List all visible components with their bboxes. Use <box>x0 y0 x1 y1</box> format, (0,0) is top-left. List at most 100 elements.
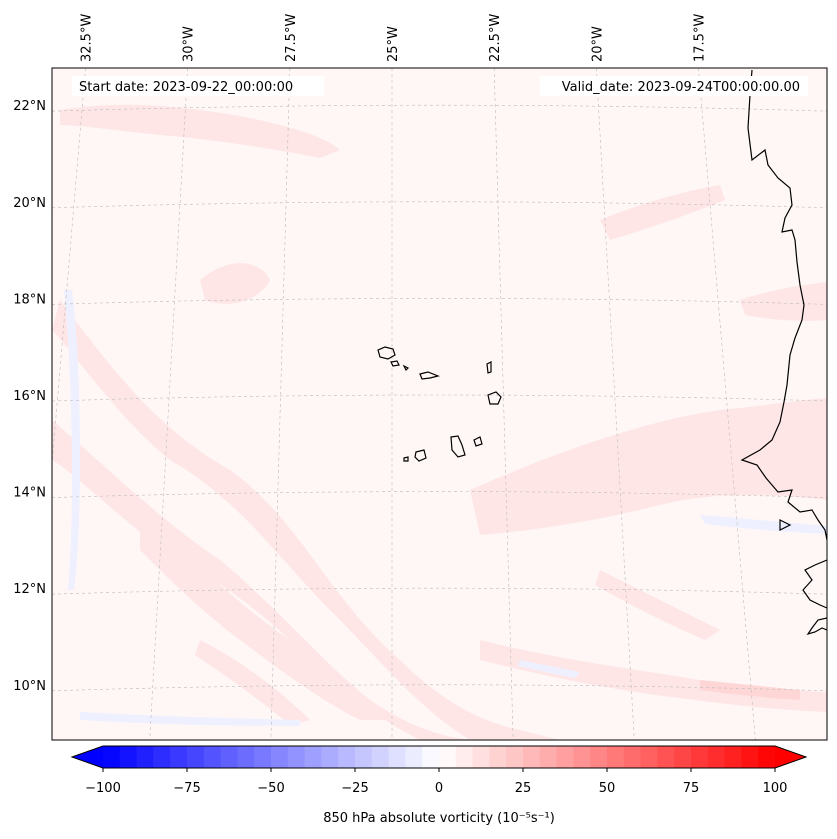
island-sao-vicente <box>390 360 400 367</box>
colorbar-bin <box>371 746 390 768</box>
longitude-tick-label: 25°W <box>386 26 401 62</box>
colorbar-bin <box>153 746 171 768</box>
colorbar-bin <box>640 746 658 768</box>
island-maio <box>473 436 483 447</box>
latitude-tick-labels: 22°N 20°N 18°N 16°N 14°N 12°N 10°N <box>13 99 46 694</box>
start-date-label: Start date: 2023-09-22_00:00:00 <box>79 80 293 95</box>
colorbar-bin <box>691 746 709 768</box>
colorbar-bin <box>287 746 306 768</box>
colorbar-bin <box>506 746 524 768</box>
colorbar-bin <box>422 746 440 768</box>
parallel-line <box>52 394 827 402</box>
colorbar-bin <box>254 746 272 768</box>
latitude-tick-label: 14°N <box>13 486 46 501</box>
colorbar-tick-label: −75 <box>173 781 200 796</box>
vorticity-band <box>195 640 310 725</box>
colorbar-bin <box>170 746 188 768</box>
parallel-line <box>52 104 827 112</box>
map-frame <box>51 67 828 741</box>
vorticity-band <box>700 680 800 700</box>
colorbar-bin <box>539 746 558 768</box>
colorbar-tick-label: 25 <box>515 781 532 796</box>
valid-date-box <box>540 76 808 96</box>
colorbar-bin <box>119 746 138 768</box>
colorbar-tick-label: 75 <box>683 781 700 796</box>
colorbar-bin <box>455 746 474 768</box>
colorbar-title: 850 hPa absolute vorticity (10⁻⁵s⁻¹) <box>323 811 555 826</box>
latitude-tick-label: 10°N <box>13 679 46 694</box>
meridian-line <box>149 68 188 740</box>
colorbar-bin <box>203 746 222 768</box>
colorbar-bin <box>187 746 205 768</box>
island-brava <box>403 456 409 462</box>
vorticity-band <box>470 398 827 535</box>
longitude-tick-labels: 32.5°W 30°W 27.5°W 25°W 22.5°W 20°W 17.5°W <box>80 14 708 62</box>
meridian-line <box>493 68 514 740</box>
colorbar-bin <box>321 746 339 768</box>
colorbar-bin <box>573 746 591 768</box>
colorbar-bin <box>489 746 507 768</box>
latitude-tick-label: 20°N <box>13 196 46 211</box>
island-santo-antao <box>377 346 396 360</box>
coastline-inlet <box>779 519 792 531</box>
meridian-line <box>596 68 635 740</box>
colorbar-bin <box>237 746 255 768</box>
colorbar-extend-max <box>775 746 806 768</box>
colorbar-tick-label: 50 <box>599 781 616 796</box>
vorticity-band <box>80 712 300 726</box>
colorbar-tick-label: −100 <box>85 781 121 796</box>
island-fogo <box>414 449 427 462</box>
longitude-tick-label: 17.5°W <box>692 14 707 62</box>
vorticity-band <box>200 263 270 304</box>
graticule <box>52 68 827 740</box>
colorbar-tick-label: 0 <box>435 781 443 796</box>
meridian-line <box>52 68 86 468</box>
longitude-tick-label: 22.5°W <box>488 14 503 62</box>
longitude-tick-label: 30°W <box>182 26 197 62</box>
colorbar-bin <box>388 746 406 768</box>
colorbar-bin <box>355 746 373 768</box>
vorticity-band <box>600 185 725 240</box>
start-date-box <box>72 76 324 96</box>
colorbar-bin <box>556 746 574 768</box>
longitude-tick-label: 32.5°W <box>80 14 95 62</box>
latitude-tick-label: 12°N <box>13 582 46 597</box>
longitude-tick-label: 27.5°W <box>284 14 299 62</box>
colorbar-tick-label: −25 <box>341 781 368 796</box>
parallel-line <box>52 684 827 692</box>
vorticity-band <box>64 290 80 590</box>
vorticity-field <box>52 104 827 740</box>
colorbar-bin <box>220 746 238 768</box>
colorbar: −100 −75 −50 −25 0 25 50 75 100 850 hPa absolute… <box>70 745 808 826</box>
parallel-line <box>52 201 827 209</box>
island-santa-luzia <box>402 364 410 372</box>
vorticity-field-background <box>52 68 827 740</box>
coastlines <box>377 69 827 636</box>
vorticity-band <box>518 660 580 678</box>
colorbar-bin <box>103 746 121 768</box>
parallel-line <box>52 491 827 498</box>
colorbar-bins <box>103 746 776 768</box>
vorticity-band <box>60 104 340 158</box>
colorbar-bin <box>657 746 675 768</box>
colorbar-tick-label: −50 <box>257 781 284 796</box>
colorbar-bin <box>674 746 692 768</box>
vorticity-band <box>740 282 827 321</box>
colorbar-bin <box>741 746 759 768</box>
africa-coastline <box>806 617 827 636</box>
colorbar-bin <box>338 746 356 768</box>
meridian-line <box>270 68 291 740</box>
colorbar-bin <box>304 746 322 768</box>
vorticity-band <box>595 570 720 640</box>
island-boa-vista <box>487 391 502 405</box>
longitude-tick-label: 20°W <box>590 26 605 62</box>
colorbar-bin <box>590 746 608 768</box>
vorticity-band <box>140 520 400 720</box>
colorbar-bin <box>472 746 490 768</box>
colorbar-bin <box>707 746 726 768</box>
colorbar-tick-label: 100 <box>763 781 788 796</box>
parallel-line <box>52 587 827 595</box>
colorbar-extend-min <box>72 746 103 768</box>
island-sal <box>486 361 492 374</box>
